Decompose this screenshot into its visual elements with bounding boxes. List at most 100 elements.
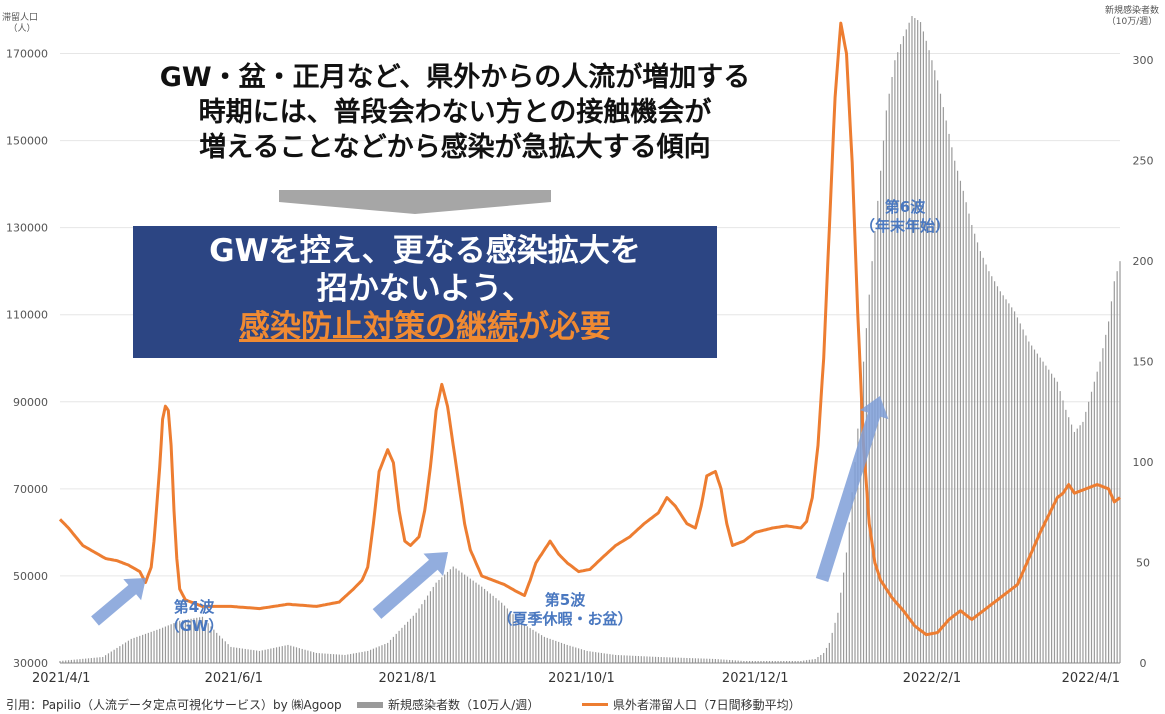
cases-bar	[706, 658, 708, 663]
cases-bar	[310, 651, 312, 663]
cases-bar	[595, 652, 597, 663]
cases-bar	[751, 660, 754, 663]
wave-5-note: （夏季休暇・お盆）	[497, 610, 633, 628]
cases-bar	[868, 294, 870, 663]
cases-bar	[922, 31, 924, 663]
cases-bar	[982, 257, 984, 663]
cases-bar	[965, 202, 967, 663]
cases-bar	[1110, 301, 1113, 663]
cases-bar	[455, 568, 457, 663]
cases-bar	[367, 650, 369, 663]
callout-emphasis-rest: が必要	[518, 309, 611, 345]
cases-bar	[142, 634, 144, 663]
cases-bar	[925, 40, 927, 663]
cases-bar	[560, 642, 563, 663]
cases-bar	[426, 595, 429, 663]
cases-bar	[555, 640, 557, 663]
cases-bar	[583, 650, 585, 663]
cases-bar	[612, 654, 614, 663]
cases-bar	[623, 655, 625, 663]
cases-bar	[1013, 311, 1016, 663]
cases-bar	[649, 656, 651, 663]
cases-bar	[908, 22, 910, 664]
cases-bar	[532, 629, 534, 663]
cases-bar	[438, 579, 440, 663]
cases-bar	[962, 190, 964, 664]
cases-bar	[153, 630, 155, 663]
cases-bar	[284, 645, 286, 663]
cases-bar	[760, 660, 762, 663]
cases-bar	[1051, 373, 1053, 663]
cases-bar	[113, 649, 115, 663]
cases-bar	[834, 622, 836, 663]
cases-bar	[96, 657, 98, 663]
cases-bar	[617, 655, 620, 663]
cases-bar	[401, 627, 403, 663]
cases-bar	[729, 659, 731, 663]
right-tick-label: 150	[1133, 356, 1154, 369]
cases-bar	[412, 615, 414, 663]
cases-bar	[133, 637, 135, 663]
cases-bar	[600, 652, 602, 663]
wave-5-arrow-icon	[372, 552, 448, 619]
cases-bar	[1076, 428, 1078, 663]
cases-bar	[181, 620, 184, 663]
cases-bar	[606, 653, 608, 663]
cases-bar	[669, 657, 671, 663]
cases-bar	[1053, 377, 1056, 663]
cases-bar	[897, 52, 899, 663]
cases-bar	[275, 647, 278, 663]
cases-bar	[968, 213, 970, 663]
left-tick-label: 110000	[6, 309, 48, 322]
cases-bar	[119, 646, 121, 663]
cases-bar	[1073, 431, 1076, 663]
cases-bar	[492, 595, 494, 663]
cases-bar	[389, 639, 392, 663]
cases-bar	[324, 653, 326, 663]
cases-bar	[1082, 421, 1084, 663]
cases-bar	[820, 654, 822, 663]
cases-bar	[1045, 365, 1047, 663]
cases-bar	[1019, 323, 1021, 663]
cases-bar	[1065, 409, 1067, 663]
cases-bar	[330, 653, 332, 663]
cases-bar	[629, 655, 631, 663]
cases-bar	[526, 626, 528, 663]
cases-bar	[988, 271, 990, 663]
cases-bar	[358, 652, 360, 663]
cases-bar	[552, 639, 554, 663]
cases-bar	[364, 651, 366, 663]
cases-bar	[580, 649, 583, 663]
cases-bar	[748, 660, 751, 663]
cases-bar	[444, 574, 446, 663]
cases-bar	[449, 569, 451, 663]
right-tick-label: 100	[1133, 456, 1154, 469]
right-axis-unit: （10万/週）	[1107, 16, 1158, 27]
cases-bar	[740, 660, 742, 663]
cases-bar	[891, 76, 893, 663]
cases-bar	[372, 648, 375, 663]
cases-bar	[794, 660, 796, 663]
cases-bar	[82, 658, 84, 663]
left-tick-label: 50000	[13, 570, 48, 583]
cases-bar	[139, 635, 141, 663]
cases-bar	[1042, 361, 1044, 663]
cases-bar	[213, 629, 215, 663]
cases-bar	[657, 656, 659, 663]
callout-line-3: 感染防止対策の継続が必要	[133, 308, 717, 346]
cases-bar	[79, 659, 81, 663]
cases-bar	[256, 650, 258, 663]
cases-bar	[934, 70, 936, 664]
cases-bar	[726, 659, 728, 663]
x-tick-label: 2021/10/1	[548, 671, 615, 686]
cases-bar	[971, 224, 973, 664]
cases-bar	[509, 611, 511, 663]
cases-bar	[877, 200, 879, 663]
cases-bar	[871, 261, 873, 663]
cases-bar	[441, 577, 443, 663]
cases-bar	[597, 652, 600, 663]
cases-bar	[768, 660, 771, 663]
cases-bar	[144, 633, 147, 663]
cases-bar	[902, 36, 905, 664]
cases-bar	[469, 578, 471, 663]
